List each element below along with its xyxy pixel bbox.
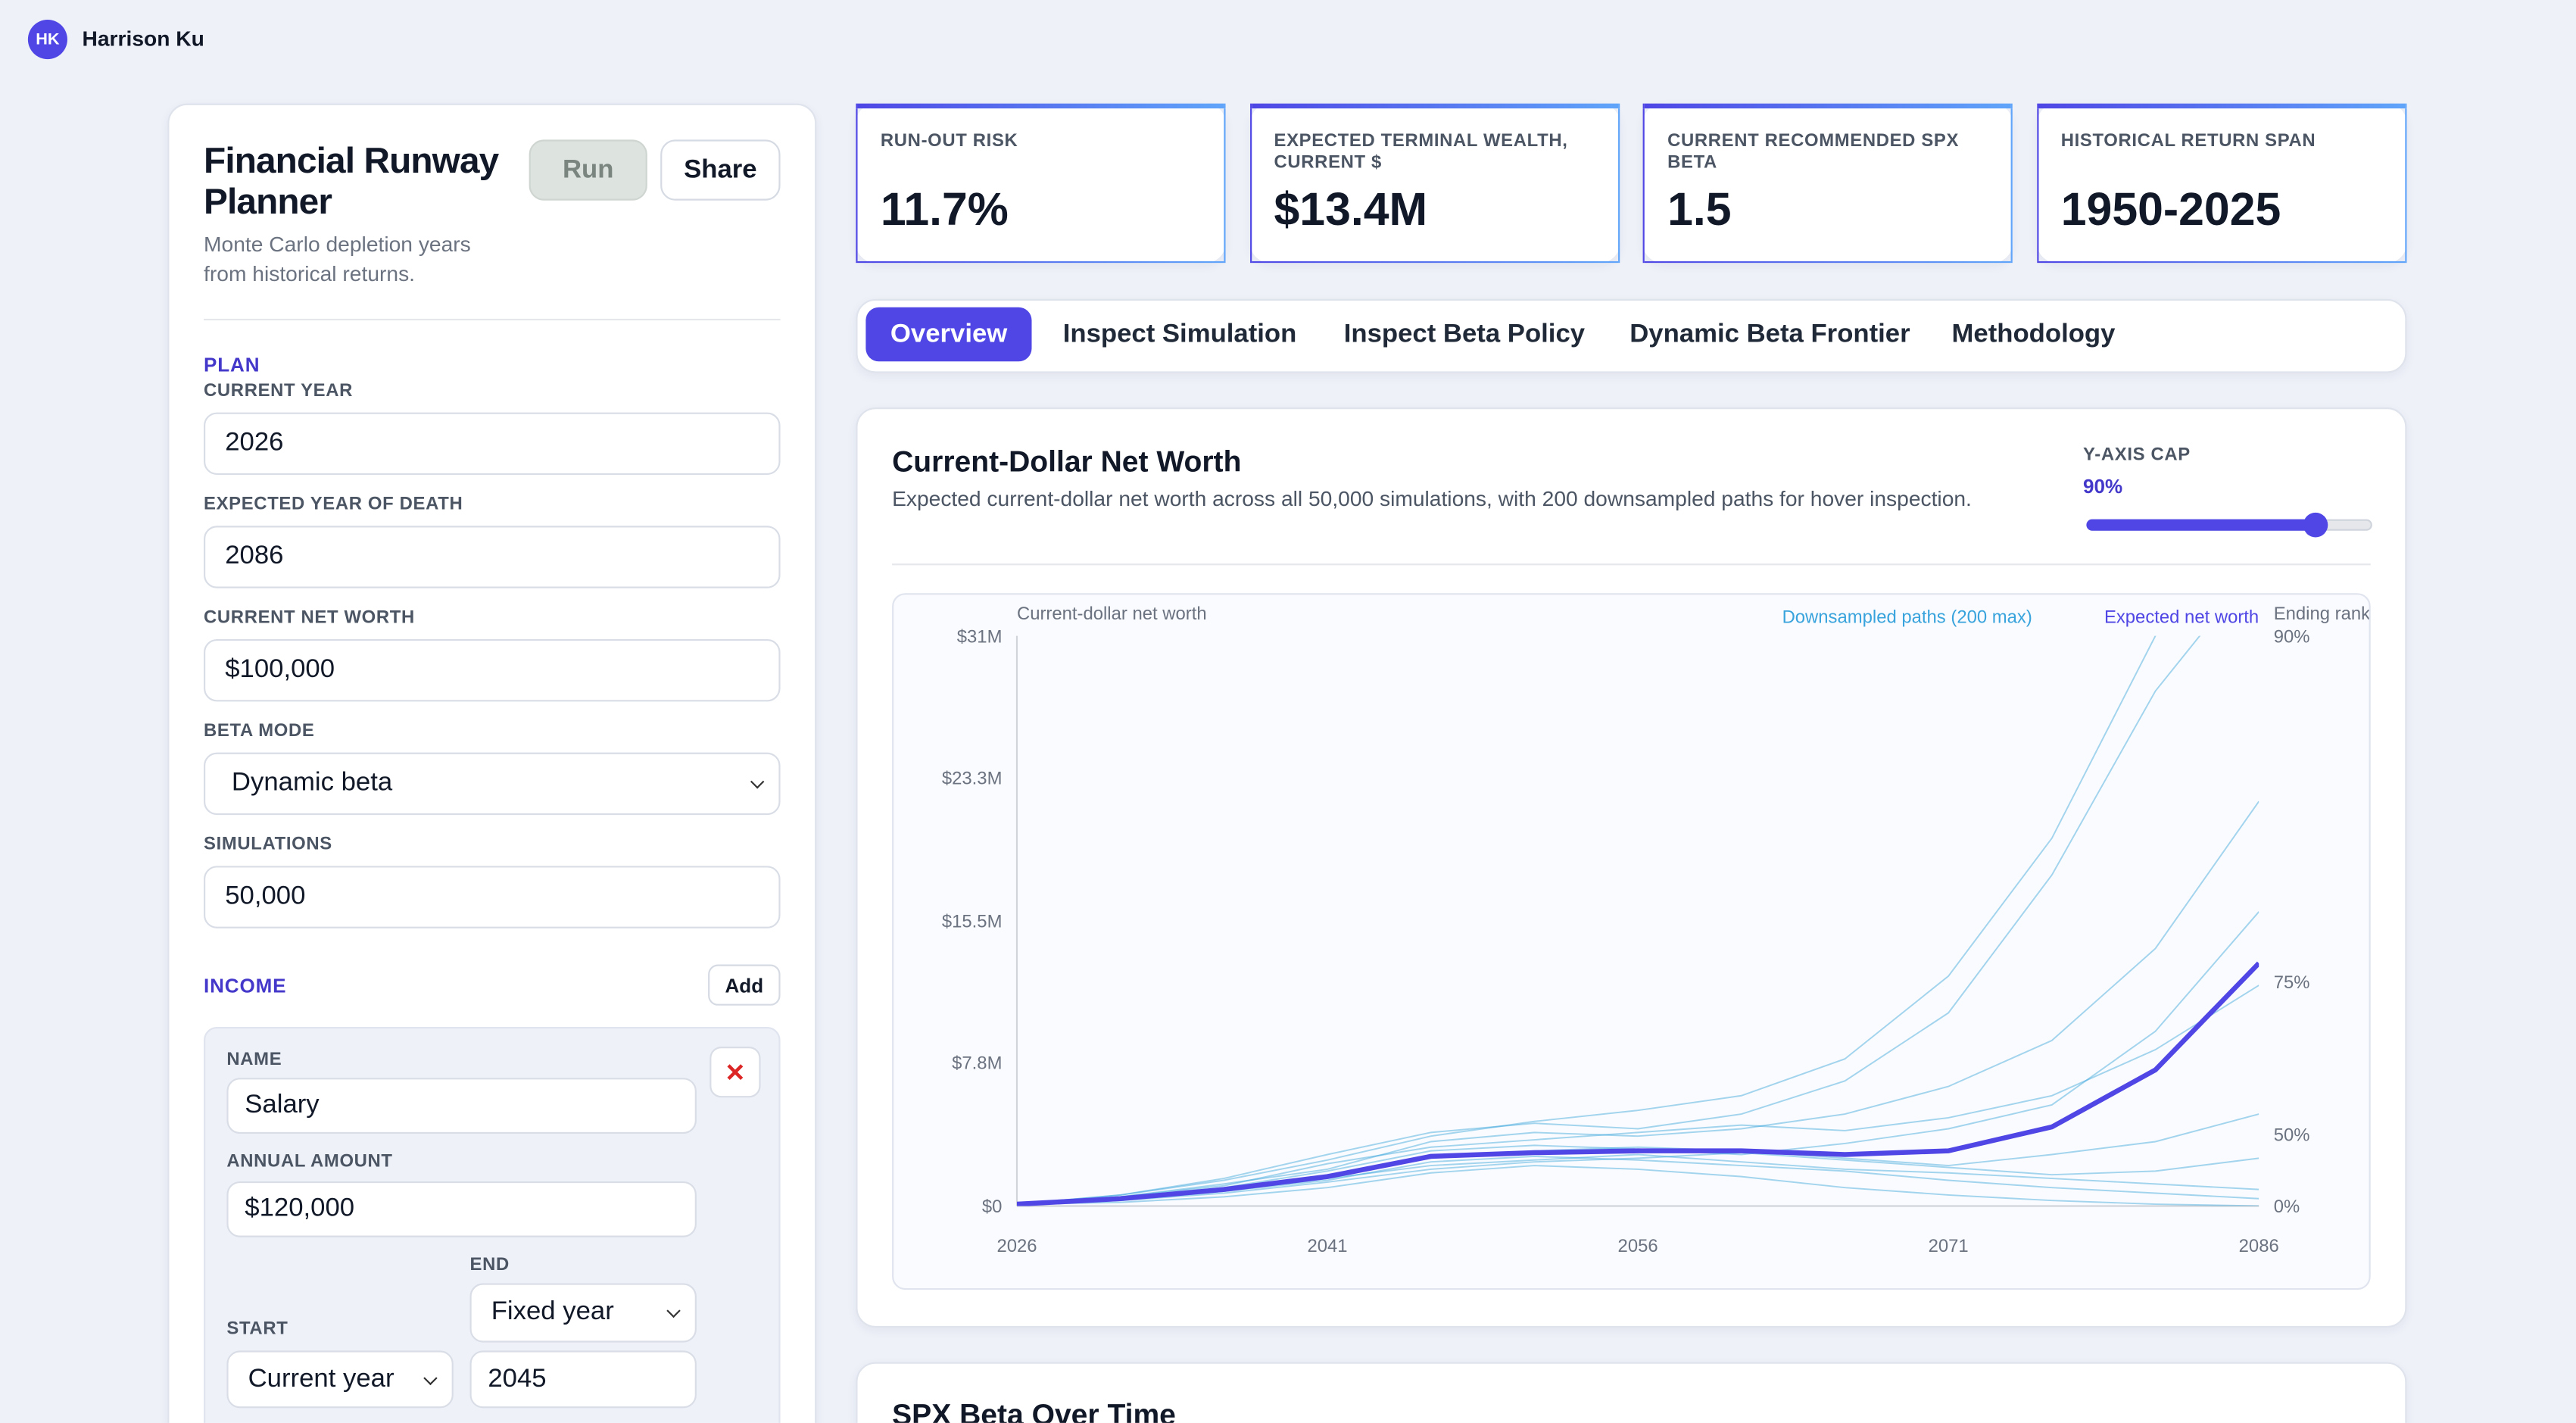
name-input[interactable]: Salary <box>226 1078 697 1134</box>
metric-value: 1950-2025 <box>2060 183 2281 236</box>
chart-frame <box>892 593 2371 1290</box>
amount-input[interactable]: $120,000 <box>226 1181 697 1237</box>
remove-button[interactable]: ✕ <box>709 1047 761 1098</box>
metric-card <box>2036 103 2406 264</box>
tab[interactable]: Overview <box>865 307 1032 362</box>
field-label: START <box>226 1319 288 1340</box>
chart-subtitle: Expected current-dollar net worth across… <box>892 486 1972 510</box>
x-tick-label: 2056 <box>1618 1236 1658 1256</box>
y2-tick-label: 75% <box>2274 972 2310 993</box>
metric-card <box>1249 103 1620 264</box>
run-button[interactable]: Run <box>529 139 647 201</box>
planner-title: Financial Runway Planner <box>204 139 499 222</box>
sim-path <box>1016 1152 2259 1206</box>
field-input[interactable]: Dynamic beta <box>204 752 781 816</box>
field-input[interactable]: $100,000 <box>204 638 781 702</box>
field-label: EXPECTED YEAR OF DEATH <box>204 495 463 515</box>
x-tick-label: 2086 <box>2239 1236 2279 1256</box>
section-title: SPX Beta Over Time <box>892 1398 1176 1423</box>
planner-subtitle: Monte Carlo depletion years from histori… <box>204 231 471 286</box>
metric-label: CURRENT RECOMMENDED SPX BETA <box>1667 131 1960 173</box>
field-input[interactable]: 2026 <box>204 412 781 476</box>
sim-path <box>1016 635 2157 1206</box>
tab[interactable]: Methodology <box>1951 319 2116 348</box>
slider-fill <box>2086 519 2316 531</box>
divider <box>892 563 2371 566</box>
user-name: Harrison Ku <box>82 26 204 51</box>
metric-value: 1.5 <box>1667 183 1732 236</box>
y-tick-label: $15.5M <box>942 912 1003 932</box>
x-tick-label: 2041 <box>1307 1236 1347 1256</box>
add-button[interactable]: Add <box>708 964 781 1006</box>
y-tick-label: $31M <box>957 626 1003 647</box>
y2-tick-label: 90% <box>2274 626 2310 647</box>
end-input[interactable]: 2045 <box>469 1350 697 1409</box>
end-mode-select[interactable]: Fixed year <box>469 1283 697 1343</box>
field-input[interactable]: 2086 <box>204 526 781 588</box>
tab[interactable]: Dynamic Beta Frontier <box>1629 319 1910 348</box>
sim-path <box>1016 1165 2259 1206</box>
y2-tick-label: 0% <box>2274 1197 2300 1217</box>
x-tick-label: 2071 <box>1929 1236 1969 1256</box>
field-label: ANNUAL AMOUNT <box>226 1151 393 1172</box>
field-input[interactable]: 50,000 <box>204 866 781 928</box>
sim-path <box>1016 1153 2259 1206</box>
field-label: CURRENT NET WORTH <box>204 607 415 628</box>
y2-tick-label: 50% <box>2274 1125 2310 1145</box>
field-label: CURRENT YEAR <box>204 381 354 401</box>
legend-entry: Expected net worth <box>2104 607 2259 627</box>
y-axis-label: Current-dollar net worth <box>1017 604 1207 624</box>
y-tick-label: $0 <box>982 1197 1003 1217</box>
expected-line <box>1016 961 2259 1206</box>
beta-card <box>856 1362 2407 1423</box>
tab-bar <box>856 298 2407 373</box>
tab[interactable]: Inspect Simulation <box>1062 319 1297 348</box>
metric-label: HISTORICAL RETURN SPAN <box>2060 131 2316 151</box>
metric-card <box>1642 103 2013 264</box>
field-label: NAME <box>226 1050 282 1070</box>
x-tick-label: 2026 <box>996 1236 1037 1256</box>
field-label: BETA MODE <box>204 721 315 741</box>
metric-value: $13.4M <box>1274 183 1428 236</box>
sim-path <box>1016 985 2259 1206</box>
y-tick-label: $23.3M <box>942 768 1003 788</box>
metric-card <box>856 103 1226 264</box>
share-button[interactable]: Share <box>660 139 781 201</box>
divider <box>204 318 781 321</box>
tab[interactable]: Inspect Beta Policy <box>1343 319 1586 348</box>
y-tick-label: $7.8M <box>952 1053 1002 1074</box>
section-heading: INCOME <box>204 974 287 997</box>
metric-value: 11.7% <box>880 183 1009 236</box>
chart-title: Current-Dollar Net Worth <box>892 446 1241 479</box>
metric-label: RUN-OUT RISK <box>880 131 1018 151</box>
field-label: SIMULATIONS <box>204 835 332 855</box>
slider-knob[interactable] <box>2303 512 2328 538</box>
cap-label: Y-AXIS CAP <box>2083 445 2191 465</box>
y2-axis-label: Ending rank <box>2274 604 2370 624</box>
section-heading: PLAN <box>204 353 260 376</box>
metric-label: EXPECTED TERMINAL WEALTH, CURRENT $ <box>1274 131 1568 173</box>
sim-path <box>1016 800 2259 1206</box>
legend-entry: Downsampled paths (200 max) <box>1782 607 2032 627</box>
field-label: END <box>469 1255 510 1275</box>
sim-path <box>1016 635 2201 1206</box>
plot <box>1016 635 2259 1206</box>
cap-value: 90% <box>2083 475 2123 498</box>
avatar: HK <box>27 20 67 60</box>
start-select[interactable]: Current year <box>226 1350 454 1409</box>
